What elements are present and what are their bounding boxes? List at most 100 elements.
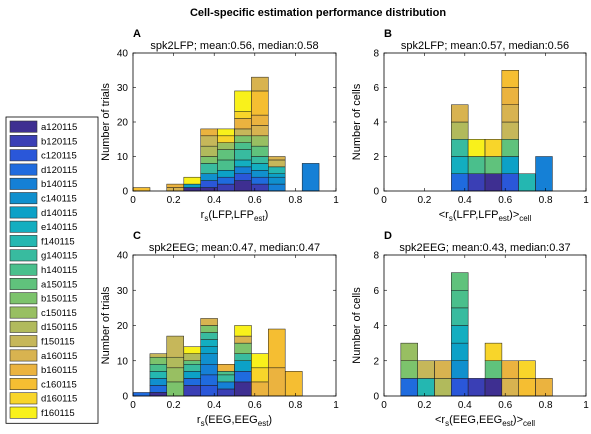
bar-segment: [200, 353, 218, 365]
bar-segment: [234, 173, 252, 181]
bar-segment: [400, 360, 418, 379]
bar-segment: [451, 378, 469, 397]
x-tick-label: 0.6: [498, 400, 512, 411]
bar-segment: [200, 128, 218, 137]
bar-segment: [268, 166, 286, 175]
x-tick-label: 0: [381, 400, 387, 411]
bar-segment: [535, 378, 553, 397]
bar-segment: [268, 183, 286, 192]
bar-segment: [200, 346, 218, 354]
x-tick-label: 1: [583, 195, 589, 206]
legend-label: d140115: [41, 208, 77, 219]
bar-segment: [501, 139, 519, 157]
bar-segment: [183, 364, 201, 372]
panel-letter: D: [384, 230, 392, 242]
bar-segment: [501, 87, 519, 105]
x-tick-label: 0: [130, 195, 136, 206]
legend-swatch: [9, 249, 38, 262]
bar-segment: [200, 318, 218, 326]
bar-segment: [166, 381, 184, 397]
bar-segment: [417, 360, 435, 379]
bar-segment: [149, 356, 168, 365]
legend-label: c150115: [41, 308, 77, 319]
bar-segment: [183, 187, 201, 192]
bar-segment: [251, 381, 269, 397]
x-axis-label: rs​(EEG,EEGest​): [197, 414, 272, 428]
x-tick-label: 0.2: [417, 195, 431, 206]
bar-segment: [251, 135, 269, 147]
x-axis-label: <rs​(EEG,EEGest​)>cell​: [435, 414, 535, 428]
bar-segment: [217, 128, 235, 137]
legend-label: a160115: [41, 351, 77, 362]
bar-segment: [183, 371, 201, 379]
legend-swatch: [9, 163, 38, 176]
bar-segment: [501, 70, 519, 88]
bar-segment: [149, 385, 168, 393]
bar-segment: [149, 392, 168, 397]
x-tick-label: 1: [333, 400, 339, 411]
bar-segment: [217, 170, 235, 178]
bar-segment: [217, 374, 235, 383]
bar-segment: [518, 173, 536, 192]
bar-segment: [434, 378, 452, 397]
legend-swatch: [9, 263, 38, 276]
bar-segment: [234, 353, 252, 362]
x-tick-label: 0.8: [539, 400, 553, 411]
bar-segment: [451, 325, 469, 344]
bar-segment: [217, 142, 235, 150]
x-tick-label: 1: [583, 400, 589, 411]
bar-segment: [200, 156, 218, 164]
y-tick-label: 4: [373, 118, 379, 129]
bar-segment: [200, 339, 218, 347]
x-tick-label: 0.6: [498, 195, 512, 206]
legend-label: b120115: [41, 136, 77, 147]
bar-segment: [234, 149, 252, 161]
x-tick-label: 0.6: [248, 195, 262, 206]
panel-letter: B: [384, 28, 392, 40]
bar-segment: [400, 378, 418, 397]
bar-segment: [251, 176, 269, 185]
x-tick-label: 1: [333, 195, 339, 206]
bar-segment: [484, 139, 503, 157]
legend-label: a150115: [41, 279, 77, 290]
bar-segment: [234, 360, 252, 372]
bar-segment: [234, 180, 252, 192]
bar-segment: [200, 325, 218, 333]
x-tick-label: 0.8: [539, 195, 553, 206]
y-tick-label: 4: [373, 321, 379, 332]
y-tick-label: 8: [373, 49, 379, 60]
x-tick-label: 0.4: [207, 195, 221, 206]
y-tick-label: 30: [117, 286, 129, 297]
bar-segment: [251, 156, 269, 164]
x-tick-label: 0: [381, 195, 387, 206]
bar-segment: [501, 378, 519, 397]
bar-segment: [200, 163, 218, 174]
bar-segment: [417, 378, 435, 397]
bar-segment: [535, 156, 553, 192]
legend-swatch: [9, 206, 38, 219]
bar-segment: [251, 170, 269, 178]
bar-segment: [251, 163, 269, 171]
legend-label: d160115: [41, 394, 77, 405]
legend: a120115 b120115 c120115 d120115 b140115 c1401…: [5, 116, 99, 424]
bar-segment: [234, 325, 252, 337]
bar-segment: [451, 290, 469, 309]
legend-swatch: [9, 192, 38, 205]
bar-segment: [251, 367, 269, 383]
bar-segment: [518, 360, 536, 379]
y-axis-label: Number of trials: [100, 286, 112, 364]
bar-segment: [484, 173, 503, 192]
x-tick-label: 0.6: [248, 400, 262, 411]
legend-label: h140115: [41, 265, 77, 276]
legend-label: f150115: [41, 337, 75, 348]
bar-segment: [200, 385, 218, 397]
legend-label: f160115: [41, 408, 75, 419]
bar-segment: [183, 360, 201, 365]
panel-title: spk2LFP; mean:0.57, median:0.56: [401, 40, 569, 52]
bar-segment: [268, 328, 286, 369]
x-tick-label: 0.8: [288, 195, 302, 206]
bar-segment: [166, 187, 184, 192]
